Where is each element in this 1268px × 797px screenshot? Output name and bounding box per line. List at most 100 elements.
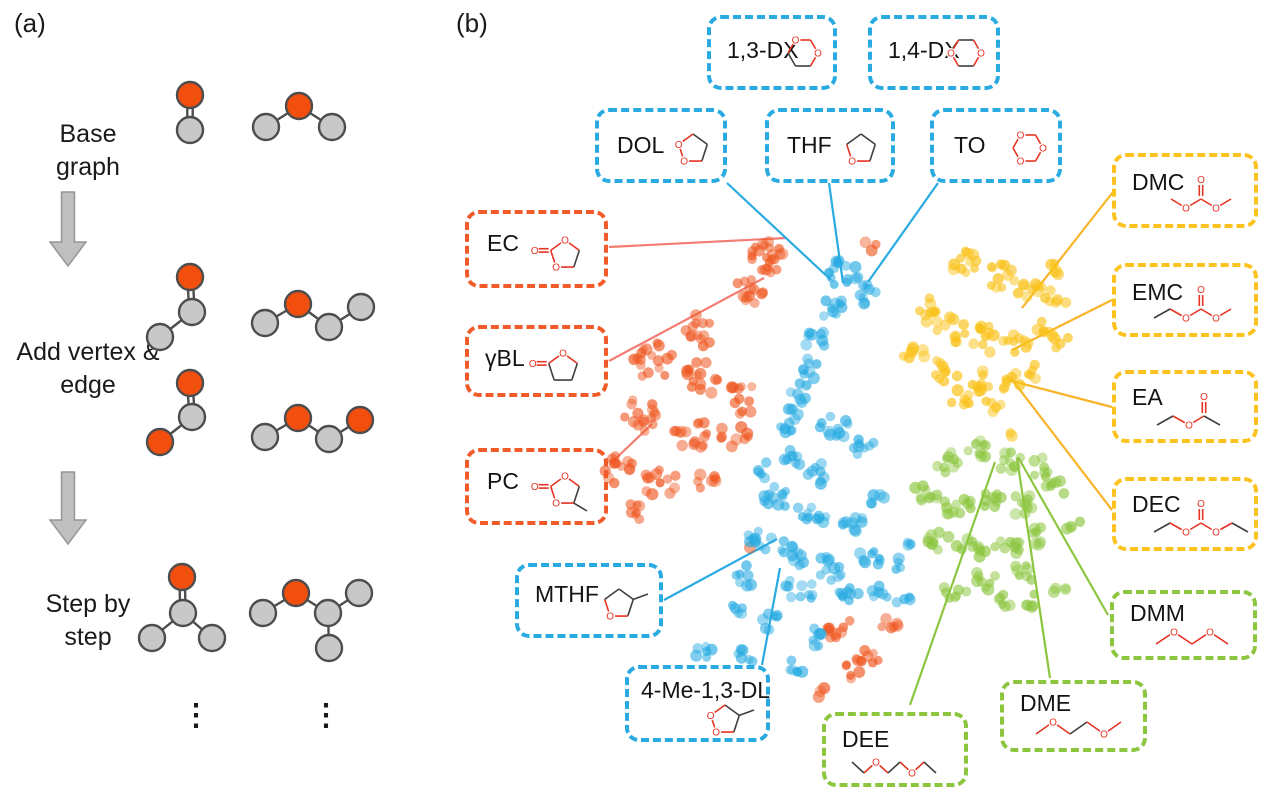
data-point [973,571,984,582]
data-point [995,399,1006,410]
data-point [702,429,712,438]
svg-text:O: O [675,140,683,151]
data-point [1009,461,1019,472]
carbon-node [197,623,227,653]
molecule-box-dmm: DMM O O [1110,590,1257,660]
data-point [702,652,712,662]
data-point [1059,583,1072,595]
data-point [984,346,996,358]
mthf-structure-icon: O [603,588,649,623]
data-point [917,480,929,492]
data-point [1010,491,1021,502]
data-point [1027,284,1037,295]
data-point [920,315,933,328]
data-point [975,450,987,463]
highlight-node [175,368,205,398]
data-point [852,272,864,283]
svg-text:O: O [1182,204,1190,215]
data-point [709,471,720,482]
data-point [992,273,1004,285]
data-point [1045,285,1056,296]
data-point [832,423,844,435]
data-point [757,238,769,251]
svg-text:O: O [529,359,537,370]
pc-structure-icon: O O O [531,471,588,512]
data-point [947,460,960,473]
data-point [676,439,688,452]
data-point [1017,278,1030,291]
molecule-box-emc: EMC O O O [1112,263,1258,337]
molecule-label-ea: EA [1132,384,1163,410]
data-point [652,338,662,348]
data-point [807,579,817,589]
data-point [788,554,801,567]
data-point [774,243,784,254]
ec-structure-icon: O O O [531,235,581,274]
svg-text:O: O [552,263,560,274]
data-point [880,613,892,625]
data-point [710,373,721,385]
data-point [650,468,663,480]
data-point [941,508,953,520]
data-point [995,536,1006,546]
carbon-node [344,578,374,608]
data-point [843,419,853,429]
data-point [815,570,826,580]
data-point [931,316,943,328]
data-point [860,298,870,308]
data-point [859,645,871,656]
svg-text:O: O [872,758,880,769]
data-point [987,406,999,417]
emc-structure-icon: O O O [1153,285,1232,325]
carbon-node [251,112,281,142]
data-point [867,549,877,559]
data-point [999,601,1011,612]
data-point [942,451,955,463]
molecule-box-b13dx: 1,3-DX O O [707,15,837,90]
data-point [819,311,829,321]
svg-text:O: O [977,49,985,60]
highlight-node [283,403,313,433]
data-point [926,307,938,318]
data-point [1023,490,1036,503]
data-point [1021,291,1033,303]
data-point [743,290,756,302]
data-point [1018,280,1029,291]
data-point [1063,332,1073,343]
data-point [870,287,881,298]
carbon-node [346,292,376,322]
carbon-node [248,598,278,628]
data-point [693,370,703,380]
ellipsis-left-column: ⋮ [181,699,211,732]
data-point [982,583,995,596]
data-point [895,563,906,573]
data-point [654,363,664,373]
data-point [846,517,859,529]
data-point [835,299,845,309]
data-point [1040,471,1051,482]
down-arrow-icon [48,191,88,268]
svg-text:O: O [559,349,567,360]
data-point [1001,269,1014,281]
svg-text:O: O [680,157,688,168]
data-point [986,492,998,504]
data-point [840,415,852,427]
data-point [669,482,680,494]
molecule-label-dmc: DMC [1132,169,1185,195]
carbon-node [314,424,344,454]
data-point [786,425,797,436]
highlight-node [281,578,311,608]
molecule-label-thf: THF [787,132,832,158]
svg-text:O: O [552,499,560,510]
data-point [1040,480,1052,492]
callout-line-dec [1009,376,1113,511]
data-point [868,437,879,448]
data-point [1016,497,1027,508]
data-point [609,477,620,489]
data-point [1058,488,1070,499]
data-point [626,398,637,410]
data-point [734,393,745,404]
svg-text:O: O [707,711,715,722]
data-point [1012,287,1024,299]
data-point [947,397,957,408]
